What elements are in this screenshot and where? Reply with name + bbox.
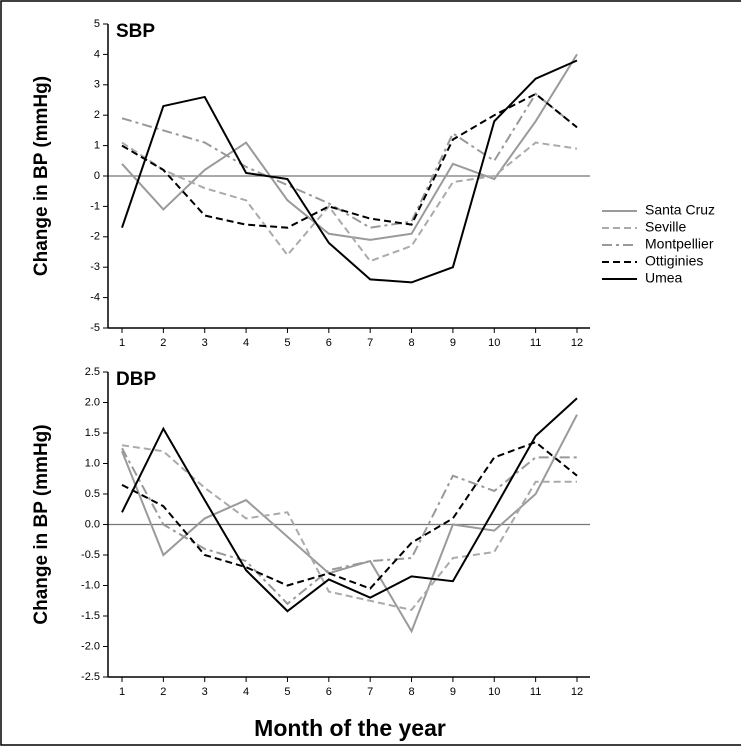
y-tick-label: 1 xyxy=(94,140,100,152)
y-tick-label: 0.0 xyxy=(85,518,100,530)
y-tick-label: 0 xyxy=(94,170,100,182)
y-tick-label: -1 xyxy=(90,200,100,212)
y-tick-label: -4 xyxy=(90,292,100,304)
legend-label: Santa Cruz xyxy=(645,202,715,218)
legend-label: Seville xyxy=(645,219,686,235)
x-tick-label: 9 xyxy=(450,686,456,698)
x-tick-label: 3 xyxy=(202,337,208,349)
x-tick-label: 5 xyxy=(284,337,290,349)
y-tick-label: -2 xyxy=(90,231,100,243)
x-tick-label: 6 xyxy=(326,337,332,349)
y-tick-label: 1.5 xyxy=(85,427,100,439)
y-tick-label: 2.5 xyxy=(85,366,100,378)
series-line xyxy=(121,441,578,590)
x-tick-label: 3 xyxy=(202,686,208,698)
x-tick-label: 10 xyxy=(488,686,500,698)
series-line xyxy=(121,92,578,229)
y-tick-label: 5 xyxy=(94,18,100,30)
series-line xyxy=(121,414,578,634)
x-tick-label: 10 xyxy=(488,337,500,349)
panel-title: DBP xyxy=(116,369,156,390)
x-tick-label: 4 xyxy=(243,337,249,349)
x-tick-label: 7 xyxy=(367,686,373,698)
x-tick-label: 1 xyxy=(119,337,125,349)
x-tick-label: 8 xyxy=(408,686,414,698)
y-tick-label: 2 xyxy=(94,109,100,121)
y-tick-label: -3 xyxy=(90,261,100,273)
y-tick-label: -5 xyxy=(90,322,100,334)
x-tick-label: 12 xyxy=(571,686,583,698)
series-line xyxy=(121,92,578,229)
x-tick-label: 11 xyxy=(530,686,541,698)
x-tick-label: 9 xyxy=(450,337,456,349)
series-line xyxy=(121,53,578,241)
legend-label: Umea xyxy=(645,270,683,286)
x-tick-label: 7 xyxy=(367,337,373,349)
x-tick-label: 4 xyxy=(243,686,249,698)
x-tick-label: 2 xyxy=(160,337,166,349)
series-line xyxy=(121,447,577,606)
legend-label: Montpellier xyxy=(645,236,714,252)
legend-label: Ottiginies xyxy=(645,253,703,269)
series-line xyxy=(121,59,578,284)
x-tick-label: 11 xyxy=(530,337,541,349)
x-axis-label: Month of the year xyxy=(254,715,446,741)
x-tick-label: 1 xyxy=(119,686,125,698)
series-line xyxy=(121,444,577,612)
y-tick-label: 4 xyxy=(94,48,100,60)
x-tick-label: 8 xyxy=(408,337,414,349)
y-tick-label: -1.0 xyxy=(81,579,100,591)
y-tick-label: -2.0 xyxy=(81,640,100,652)
y-tick-label: 2.0 xyxy=(85,396,100,408)
x-tick-label: 12 xyxy=(571,337,583,349)
series-line xyxy=(121,141,578,263)
y-tick-label: 1.0 xyxy=(85,457,100,469)
y-tick-label: -2.5 xyxy=(81,671,100,683)
y-tick-label: -1.5 xyxy=(81,610,100,622)
x-tick-label: 6 xyxy=(326,686,332,698)
y-tick-label: -0.5 xyxy=(81,549,100,561)
y-tick-label: 3 xyxy=(94,79,100,91)
x-tick-label: 5 xyxy=(284,686,290,698)
panel-title: SBP xyxy=(116,21,155,42)
y-tick-label: 0.5 xyxy=(85,488,100,500)
series-line xyxy=(121,397,578,613)
y-axis-label: Change in BP (mmHg) xyxy=(31,76,52,276)
y-axis-label: Change in BP (mmHg) xyxy=(31,424,52,624)
x-tick-label: 2 xyxy=(160,686,166,698)
